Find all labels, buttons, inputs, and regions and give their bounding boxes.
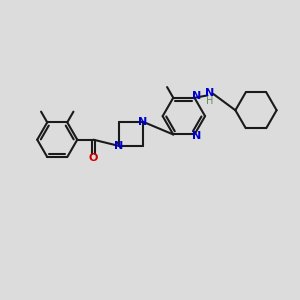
Text: N: N [192, 91, 201, 101]
Text: H: H [206, 96, 214, 106]
Text: N: N [138, 117, 148, 127]
Text: N: N [192, 131, 201, 141]
Text: N: N [114, 141, 123, 151]
Text: O: O [89, 153, 98, 163]
Text: N: N [205, 88, 214, 98]
